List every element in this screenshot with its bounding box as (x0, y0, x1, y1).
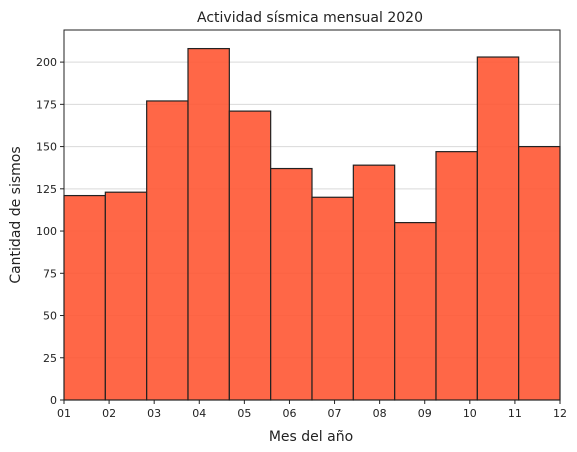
y-tick-label: 100 (36, 225, 57, 238)
y-tick-label: 200 (36, 56, 57, 69)
bar-08 (352, 164, 396, 401)
x-tick-label: 07 (328, 407, 342, 420)
x-tick-label: 11 (508, 407, 522, 420)
y-axis: 0 25 50 75 100 125 150 175 200 (36, 56, 64, 407)
bar-02 (104, 191, 148, 401)
bar-12 (518, 145, 561, 401)
bar-04 (187, 47, 230, 401)
x-tick-label: 09 (418, 407, 432, 420)
bar-06 (270, 167, 313, 401)
bars (63, 47, 561, 401)
x-tick-label: 03 (147, 407, 161, 420)
x-tick-label: 05 (237, 407, 251, 420)
y-tick-label: 0 (50, 394, 57, 407)
bar-01 (63, 194, 106, 401)
x-tick-label: 01 (57, 407, 71, 420)
bar-09 (394, 222, 437, 401)
x-tick-label: 10 (463, 407, 477, 420)
bar-05 (228, 110, 272, 401)
bar-03 (146, 100, 189, 401)
plot-frame (63, 29, 561, 401)
x-tick-label: 02 (102, 407, 116, 420)
chart-title: Actividad sísmica mensual 2020 (197, 10, 423, 26)
x-axis-title: Mes del año (269, 429, 353, 445)
bar-07 (311, 196, 354, 401)
y-tick-label: 75 (43, 267, 57, 280)
y-tick-label: 50 (43, 310, 57, 323)
y-tick-label: 125 (36, 183, 57, 196)
y-tick-label: 25 (43, 352, 57, 365)
bar-10 (435, 151, 478, 401)
y-tick-label: 150 (36, 141, 57, 154)
bar-11 (476, 56, 520, 401)
y-axis-title: Cantidad de sismos (8, 146, 24, 283)
x-tick-label: 06 (282, 407, 296, 420)
x-tick-label: 12 (553, 407, 567, 420)
y-tick-label: 175 (36, 98, 57, 111)
x-tick-label: 08 (373, 407, 387, 420)
x-tick-label: 04 (192, 407, 206, 420)
x-axis: 01 02 03 04 05 06 07 08 09 10 11 12 (57, 400, 567, 420)
